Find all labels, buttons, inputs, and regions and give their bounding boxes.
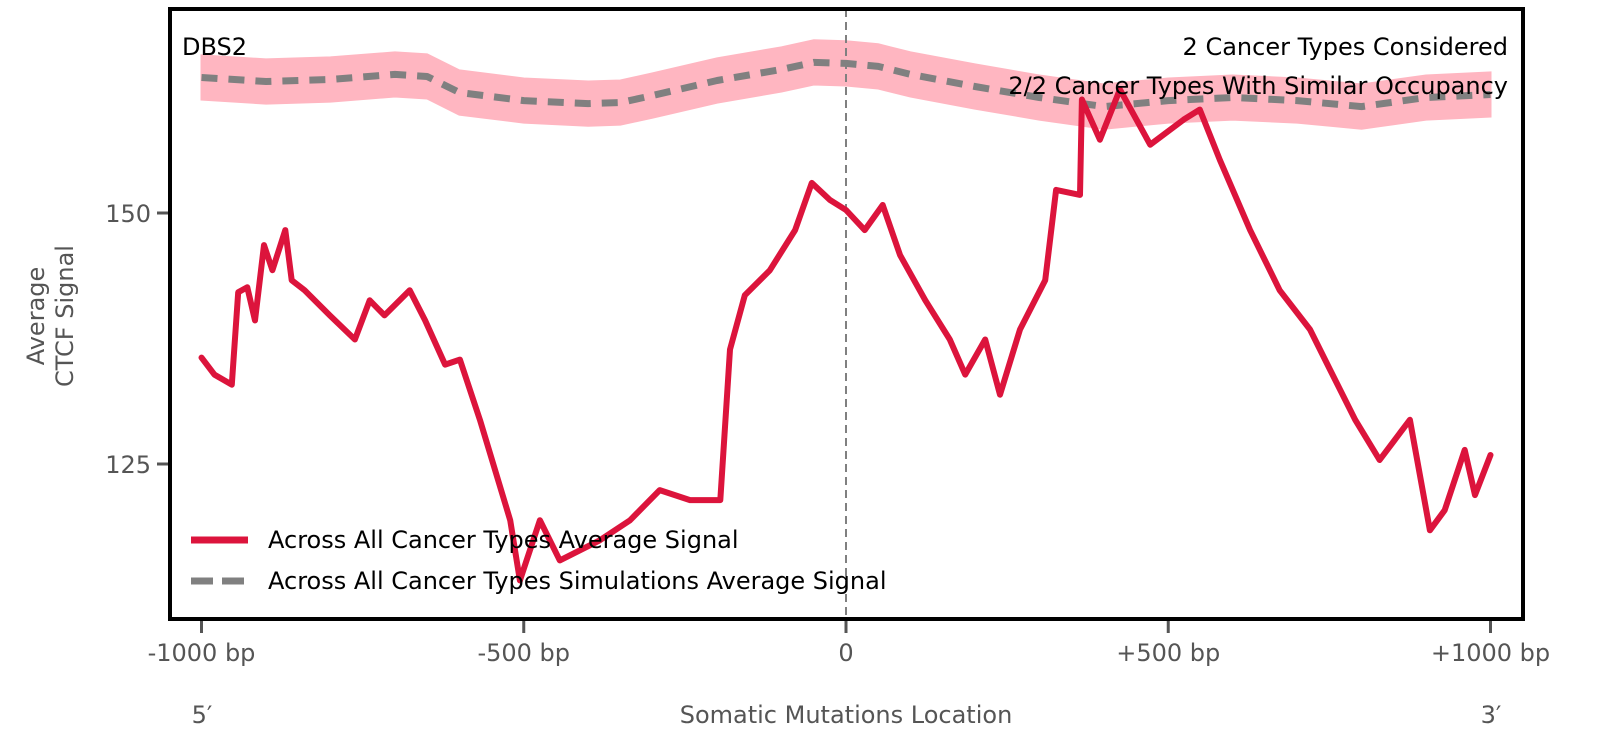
- y-axis-label: Average CTCF Signal: [22, 245, 79, 387]
- y-axis-ticks: 125 150: [105, 200, 168, 479]
- annotation-cancer-types-considered: 2 Cancer Types Considered: [1183, 33, 1508, 61]
- legend-label-signal: Across All Cancer Types Average Signal: [268, 526, 739, 554]
- chart-title: DBS2: [182, 33, 247, 61]
- x-tick-label: -500 bp: [477, 639, 570, 667]
- series-layer: [198, 58, 1494, 584]
- plot-frame: [168, 7, 1525, 621]
- x-axis-label: Somatic Mutations Location: [680, 701, 1013, 729]
- legend: Across All Cancer Types Average Signal A…: [191, 526, 887, 595]
- y-axis-label-line-1: Average: [22, 267, 50, 366]
- x-tick-label: +1000 bp: [1431, 639, 1550, 667]
- x-axis-ticks: -1000 bp -500 bp 0 +500 bp +1000 bp: [148, 621, 1550, 667]
- series-line-average-signal: [198, 86, 1494, 584]
- x-tick-label: +500 bp: [1116, 639, 1220, 667]
- y-tick-label: 150: [105, 200, 151, 228]
- simulation-confidence-band: [200, 39, 1492, 130]
- y-axis-label-line-2: CTCF Signal: [51, 245, 79, 387]
- annotation-similar-occupancy: 2/2 Cancer Types With Similar Occupancy: [1008, 72, 1508, 100]
- legend-label-simulation: Across All Cancer Types Simulations Aver…: [268, 567, 887, 595]
- x-tick-label: -1000 bp: [148, 639, 256, 667]
- end-label-3prime: 3′: [1481, 701, 1502, 729]
- end-label-5prime: 5′: [192, 701, 213, 729]
- series-line-simulations-average-signal: [201, 58, 1491, 111]
- simulation-band-layer: [200, 39, 1492, 130]
- y-tick-label: 125: [105, 451, 151, 479]
- x-tick-label: 0: [838, 639, 853, 667]
